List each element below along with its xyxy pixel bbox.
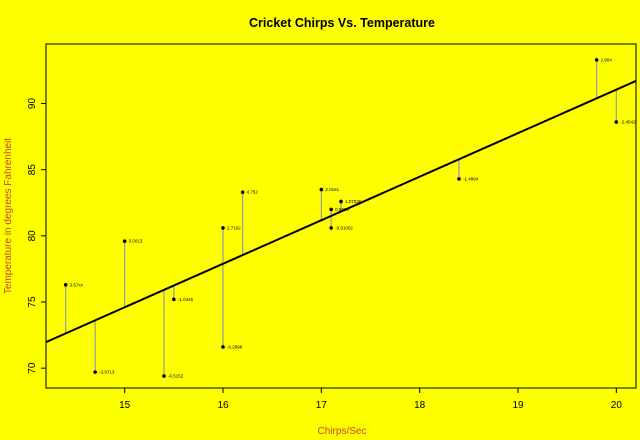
residual-label: 2.7102 bbox=[227, 225, 241, 230]
data-point bbox=[339, 199, 343, 204]
residual-label: -2.4542 bbox=[620, 120, 636, 125]
regression-line bbox=[45, 79, 637, 344]
x-tick-label: 16 bbox=[217, 400, 229, 411]
residual-label: -1.0445 bbox=[178, 297, 194, 302]
residual-label: -6.5152 bbox=[168, 374, 184, 379]
plot-frame bbox=[45, 43, 637, 389]
y-axis: 70 75 80 85 90 bbox=[27, 98, 46, 374]
data-point bbox=[329, 226, 333, 230]
data-point bbox=[63, 283, 68, 287]
residual-lines bbox=[65, 59, 617, 377]
x-tick-label: 19 bbox=[512, 400, 524, 411]
data-point bbox=[319, 187, 324, 192]
data-point bbox=[614, 120, 619, 124]
residual-label: 2.904 bbox=[601, 57, 613, 62]
y-tick-label: 75 bbox=[27, 296, 38, 308]
y-tick-label: 80 bbox=[27, 230, 38, 242]
regression-line-group bbox=[45, 79, 637, 344]
residual-label: 0.8869 bbox=[335, 207, 349, 212]
x-tick-label: 18 bbox=[414, 400, 426, 411]
residual-label: -3.9713 bbox=[99, 370, 115, 375]
y-axis-label: Temperature in degrees Fahrenheit bbox=[3, 138, 14, 294]
data-point bbox=[457, 177, 461, 181]
residual-label: -1.4994 bbox=[463, 176, 479, 181]
y-tick-label: 90 bbox=[27, 98, 38, 110]
data-point bbox=[172, 297, 176, 302]
residual-label: -6.2898 bbox=[227, 344, 243, 349]
x-tick-label: 20 bbox=[611, 400, 623, 411]
residual-label: 1.07036 bbox=[345, 199, 362, 204]
data-point bbox=[221, 345, 225, 349]
data-point bbox=[93, 370, 97, 374]
x-axis-label: Chirps/Sec bbox=[318, 426, 367, 437]
residual-label: 4.752 bbox=[247, 190, 259, 195]
data-point bbox=[122, 239, 127, 243]
residual-label: 5.0013 bbox=[129, 239, 143, 244]
data-point bbox=[329, 207, 333, 212]
data-points: 3.67xx -3.9713 5.0013 -6.5152 -1.0445 2.7102 -… bbox=[63, 57, 636, 379]
plot-border bbox=[45, 43, 637, 389]
data-point bbox=[240, 190, 245, 194]
data-point bbox=[162, 374, 166, 378]
residual-label: 3.67xx bbox=[70, 282, 84, 287]
residual-label: -0.91002 bbox=[335, 225, 353, 230]
data-point bbox=[594, 58, 599, 62]
y-tick-label: 85 bbox=[27, 164, 38, 176]
y-tick-label: 70 bbox=[27, 362, 38, 374]
residual-label: 2.0161 bbox=[325, 187, 339, 192]
x-tick-label: 15 bbox=[119, 400, 131, 411]
data-point bbox=[221, 226, 225, 230]
x-tick-label: 17 bbox=[316, 400, 328, 411]
x-axis: 15 16 17 18 19 20 bbox=[119, 388, 622, 411]
chart-title: Cricket Chirps Vs. Temperature bbox=[249, 16, 435, 30]
